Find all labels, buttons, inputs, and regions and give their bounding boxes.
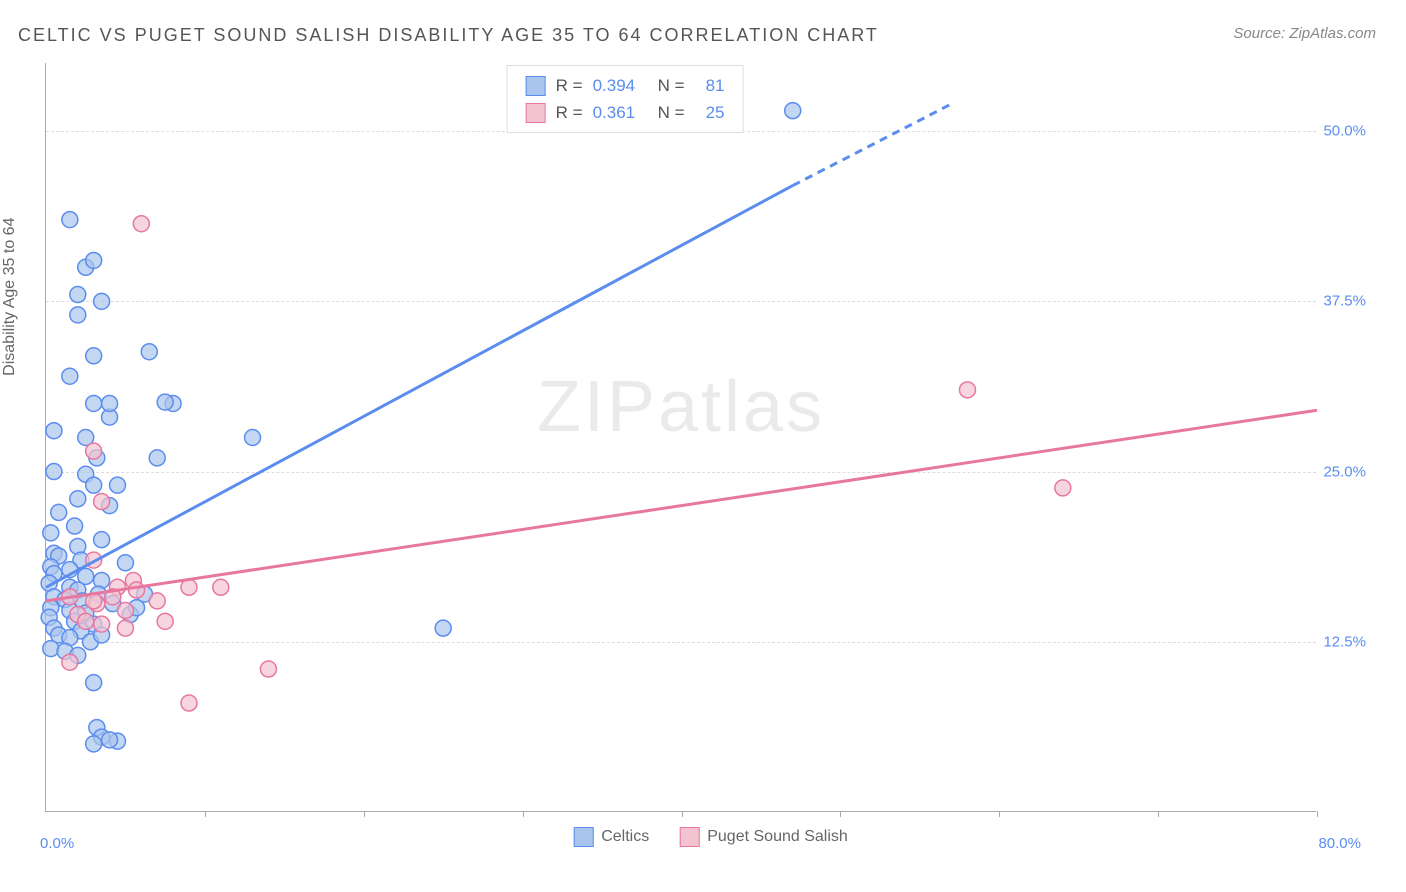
legend-item: Celtics [573,827,649,847]
x-tick [523,811,524,817]
source-prefix: Source: [1233,25,1289,42]
legend-swatch [573,827,593,847]
data-point [149,450,165,466]
source-link[interactable]: ZipAtlas.com [1289,25,1376,42]
series-legend: Celtics Puget Sound Salish [573,827,848,847]
data-point [46,464,62,480]
chart-area: 12.5%25.0%37.5%50.0% ZIPatlas R = 0.394 … [45,55,1376,847]
x-tick [682,811,683,817]
stats-legend-row: R = 0.394 N = 81 [526,72,725,99]
legend-swatch [526,103,546,123]
x-tick [999,811,1000,817]
data-point [86,443,102,459]
data-point [70,307,86,323]
legend-item: Puget Sound Salish [679,827,848,847]
legend-swatch [526,76,546,96]
scatter-plot [46,63,1316,811]
data-point [141,344,157,360]
data-point [959,382,975,398]
data-point [62,654,78,670]
data-point [78,613,94,629]
source-attribution: Source: ZipAtlas.com [1233,25,1376,42]
data-point [86,675,102,691]
data-point [62,212,78,228]
x-tick [1158,811,1159,817]
stats-legend: R = 0.394 N = 81 R = 0.361 N = 25 [507,65,744,133]
data-point [117,620,133,636]
data-point [94,494,110,510]
data-point [51,504,67,520]
trend-line-extrapolated [793,104,952,186]
data-point [181,695,197,711]
data-point [94,293,110,309]
data-point [70,287,86,303]
y-tick-label: 25.0% [1323,463,1366,480]
data-point [43,525,59,541]
n-label: N = [658,72,685,99]
n-label: N = [658,99,685,126]
data-point [94,616,110,632]
x-axis-max-label: 80.0% [1318,835,1361,852]
y-tick-label: 12.5% [1323,633,1366,650]
data-point [109,477,125,493]
data-point [133,216,149,232]
stats-legend-row: R = 0.361 N = 25 [526,99,725,126]
n-value: 25 [695,99,725,126]
x-axis-min-label: 0.0% [40,835,74,852]
data-point [213,579,229,595]
y-tick-label: 50.0% [1323,123,1366,140]
y-tick-label: 37.5% [1323,293,1366,310]
data-point [435,620,451,636]
trend-line [46,186,793,588]
n-value: 81 [695,72,725,99]
data-point [1055,480,1071,496]
r-label: R = [556,72,583,99]
data-point [117,555,133,571]
legend-label: Puget Sound Salish [707,828,848,846]
data-point [157,613,173,629]
data-point [129,582,145,598]
data-point [94,532,110,548]
data-point [62,368,78,384]
data-point [86,736,102,752]
x-tick [205,811,206,817]
data-point [157,394,173,410]
data-point [117,602,133,618]
x-tick [840,811,841,817]
data-point [86,477,102,493]
r-value: 0.361 [593,99,648,126]
legend-swatch [679,827,699,847]
data-point [102,732,118,748]
x-tick [364,811,365,817]
legend-label: Celtics [601,828,649,846]
data-point [86,395,102,411]
data-point [86,252,102,268]
y-axis-label: Disability Age 35 to 64 [1,218,19,376]
data-point [86,348,102,364]
r-value: 0.394 [593,72,648,99]
chart-title: CELTIC VS PUGET SOUND SALISH DISABILITY … [18,25,879,46]
plot-area: 12.5%25.0%37.5%50.0% ZIPatlas R = 0.394 … [45,63,1316,812]
data-point [102,395,118,411]
r-label: R = [556,99,583,126]
data-point [67,518,83,534]
data-point [260,661,276,677]
data-point [43,641,59,657]
trend-line [46,410,1317,601]
data-point [785,103,801,119]
data-point [46,423,62,439]
data-point [149,593,165,609]
data-point [245,430,261,446]
x-tick [1317,811,1318,817]
data-point [70,491,86,507]
